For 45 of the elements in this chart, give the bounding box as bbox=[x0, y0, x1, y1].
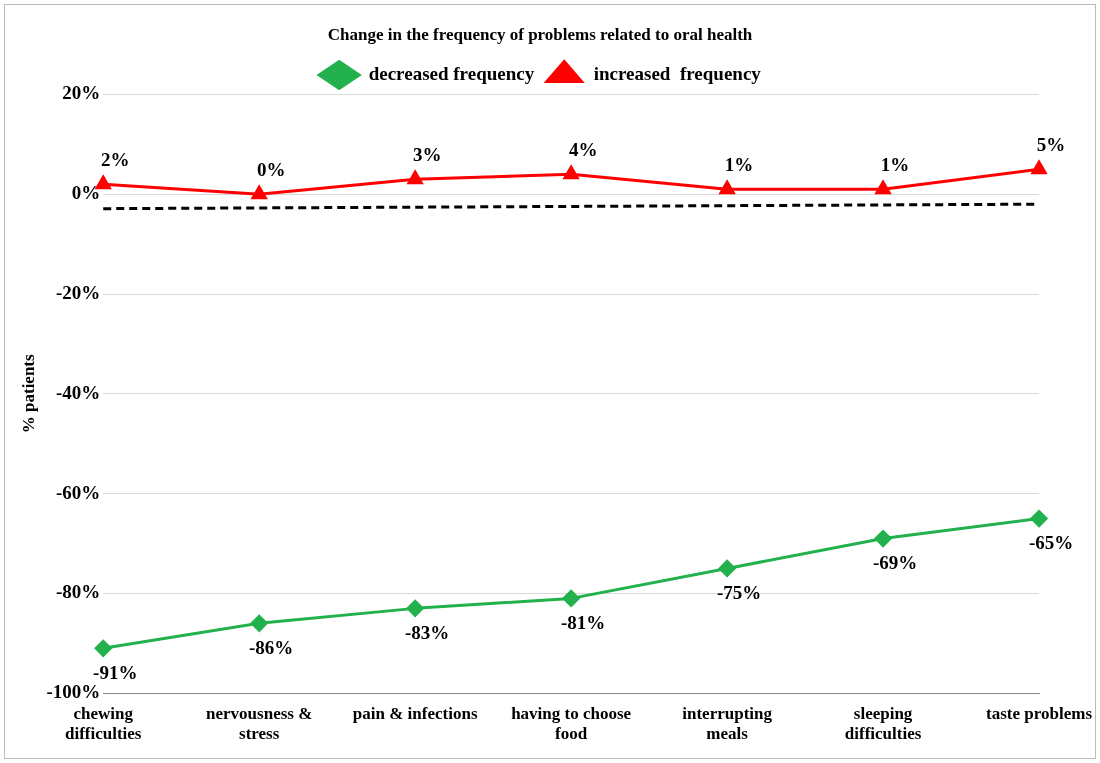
legend-label: decreased frequency bbox=[368, 62, 535, 84]
point bbox=[94, 639, 112, 657]
point bbox=[1030, 510, 1048, 528]
data-label: 3% bbox=[412, 143, 442, 165]
point bbox=[407, 170, 423, 185]
point bbox=[563, 165, 579, 180]
data-label: -69% bbox=[872, 551, 918, 573]
y-tick-label: -100% bbox=[46, 681, 101, 703]
y-tick-label: -80% bbox=[55, 581, 101, 603]
legend-label: increased frequency bbox=[593, 62, 762, 84]
y-tick-label: -60% bbox=[55, 481, 101, 503]
point bbox=[250, 614, 268, 632]
chart-title: Change in the frequency of problems related to oral health bbox=[327, 24, 753, 44]
data-label: -83% bbox=[405, 621, 450, 643]
point bbox=[406, 599, 424, 617]
x-tick-label: interrupting meals bbox=[682, 703, 773, 744]
y-axis-title: % patients bbox=[18, 353, 38, 434]
data-label: 5% bbox=[1036, 133, 1066, 155]
data-label: -91% bbox=[93, 661, 138, 683]
data-label: 0% bbox=[256, 158, 286, 180]
data-label: 1% bbox=[724, 153, 754, 175]
point bbox=[719, 180, 735, 195]
x-tick-label: pain & infections bbox=[352, 703, 478, 723]
data-label: 2% bbox=[100, 148, 130, 170]
x-tick-label: nervousness & stress bbox=[206, 703, 313, 744]
data-label: -65% bbox=[1028, 531, 1074, 553]
y-tick-label: 20% bbox=[62, 82, 101, 104]
point bbox=[875, 180, 891, 195]
y-tick-label: -20% bbox=[55, 281, 101, 303]
x-tick-label: sleeping difficulties bbox=[844, 703, 922, 744]
data-label: -81% bbox=[560, 611, 606, 633]
point bbox=[718, 559, 736, 577]
data-label: -86% bbox=[249, 636, 294, 658]
point bbox=[251, 185, 267, 200]
data-label: 1% bbox=[880, 153, 910, 175]
x-tick-label: having to choose food bbox=[511, 703, 632, 744]
point bbox=[562, 589, 580, 607]
data-label: 4% bbox=[568, 138, 598, 160]
y-tick-label: -40% bbox=[55, 381, 101, 403]
point bbox=[874, 530, 892, 548]
point bbox=[1031, 160, 1047, 175]
x-tick-label: chewing difficulties bbox=[64, 703, 142, 744]
y-tick-label: 0% bbox=[71, 182, 101, 204]
data-label: -75% bbox=[716, 581, 762, 603]
x-tick-label: taste problems bbox=[986, 703, 1093, 723]
